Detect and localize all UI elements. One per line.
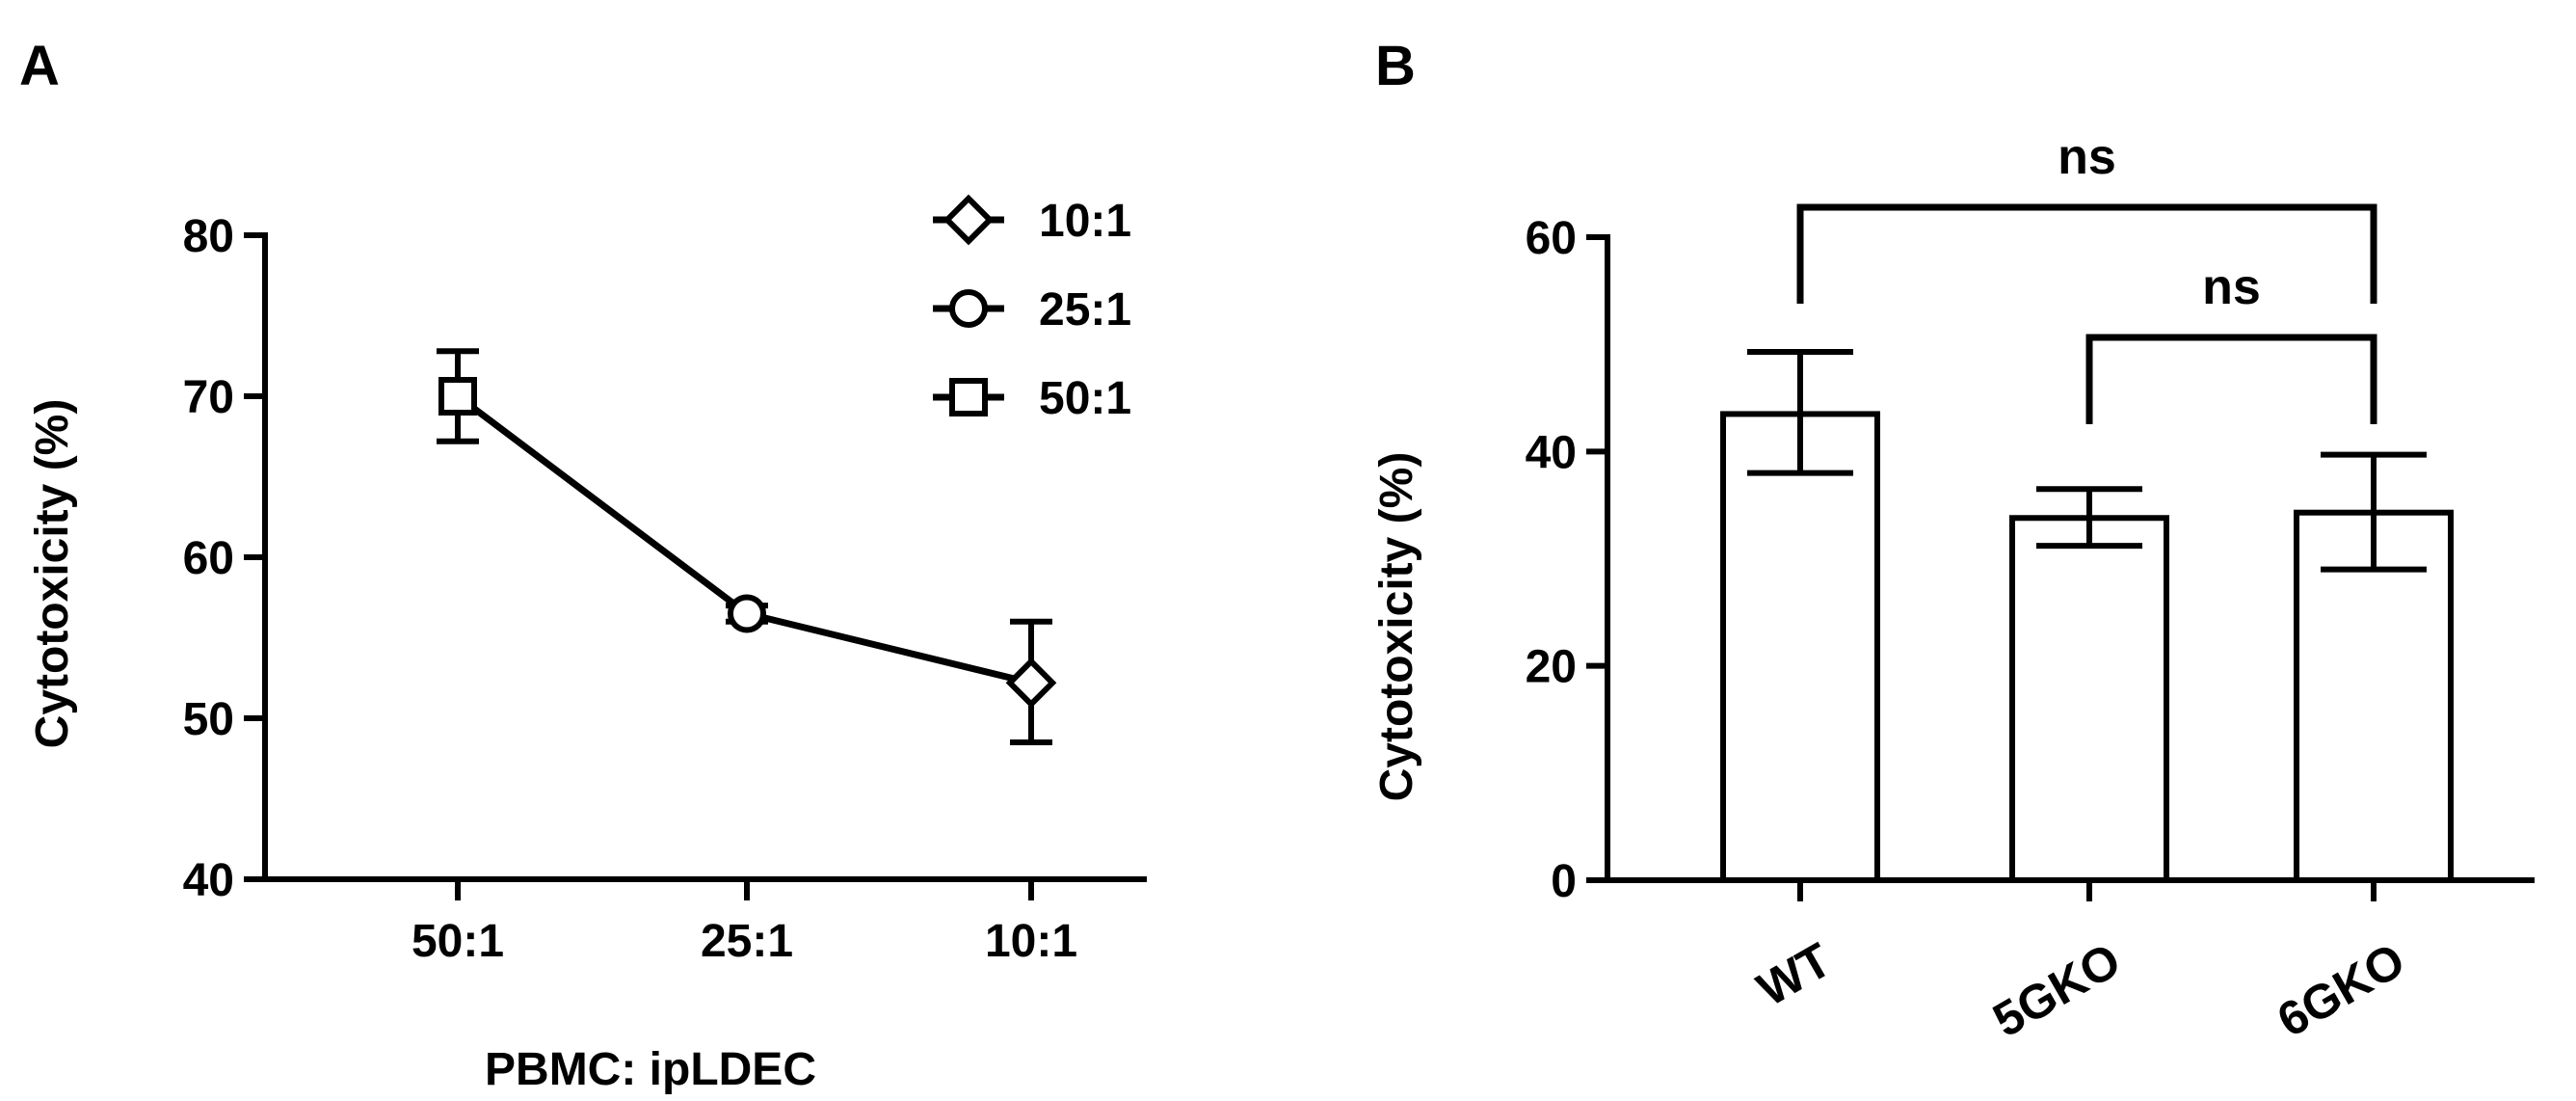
panel-a-x-ticks: 50:1 25:1 10:1 xyxy=(412,879,1077,967)
legend-label: 50:1 xyxy=(1039,373,1131,424)
x-tick-label: 5GKO xyxy=(1984,932,2130,1047)
y-tick-label: 40 xyxy=(1526,427,1577,478)
bar-5GKO xyxy=(2009,515,2169,883)
significance-label: ns xyxy=(2202,259,2261,315)
panel-b: B 0 20 40 60 WT 5GKO 6GKO ns ns Cytotoxicity (… xyxy=(1371,35,2535,1048)
panel-a-x-axis-label: PBMC: ipLDEC xyxy=(485,1044,816,1095)
data-point-square xyxy=(438,377,477,416)
legend-marker-square xyxy=(949,378,988,416)
panel-a-label: A xyxy=(19,35,60,97)
panel-b-significance: ns ns xyxy=(1796,129,2377,424)
x-tick-label: WT xyxy=(1748,932,1840,1016)
panel-b-y-ticks: 0 20 40 60 xyxy=(1526,213,1607,907)
panel-a: A 40 50 60 70 80 50:1 25:1 10:1 10:1 25:1 50:1 C… xyxy=(19,35,1147,1095)
legend-marker-circle xyxy=(949,289,988,328)
bar-6GKO xyxy=(2294,509,2454,883)
significance-bracket xyxy=(2085,334,2377,424)
significance-label: ns xyxy=(2058,129,2116,185)
x-tick-label: 10:1 xyxy=(985,916,1077,967)
significance-bracket xyxy=(1796,203,2377,304)
y-tick-label: 60 xyxy=(1526,213,1577,264)
x-tick-label: 6GKO xyxy=(2269,932,2414,1047)
legend-label: 25:1 xyxy=(1039,284,1131,336)
panel-a-y-ticks: 40 50 60 70 80 xyxy=(183,211,265,906)
y-tick-label: 20 xyxy=(1526,642,1577,693)
data-point-diamond xyxy=(1005,657,1057,709)
panel-b-x-ticks: WT 5GKO 6GKO xyxy=(1748,880,2414,1048)
panel-a-series xyxy=(437,348,1057,746)
panel-b-label: B xyxy=(1375,35,1416,97)
legend-marker-diamond xyxy=(943,194,995,246)
y-tick-label: 80 xyxy=(183,211,234,262)
y-tick-label: 70 xyxy=(183,372,234,423)
y-tick-label: 50 xyxy=(183,694,234,745)
panel-b-y-axis-label: Cytotoxicity (%) xyxy=(1371,452,1422,802)
y-tick-label: 40 xyxy=(183,855,234,906)
y-tick-label: 0 xyxy=(1551,856,1577,907)
legend-label: 10:1 xyxy=(1039,196,1131,247)
y-tick-label: 60 xyxy=(183,533,234,584)
x-tick-label: 25:1 xyxy=(701,916,793,967)
data-point-circle xyxy=(728,594,766,633)
x-tick-label: 50:1 xyxy=(412,916,504,967)
bar-WT xyxy=(1720,411,1880,883)
panel-a-legend: 10:1 25:1 50:1 xyxy=(933,194,1131,424)
panel-b-bars xyxy=(1720,348,2454,883)
series-line xyxy=(455,393,1032,686)
panel-a-y-axis-label: Cytotoxicity (%) xyxy=(27,399,78,749)
